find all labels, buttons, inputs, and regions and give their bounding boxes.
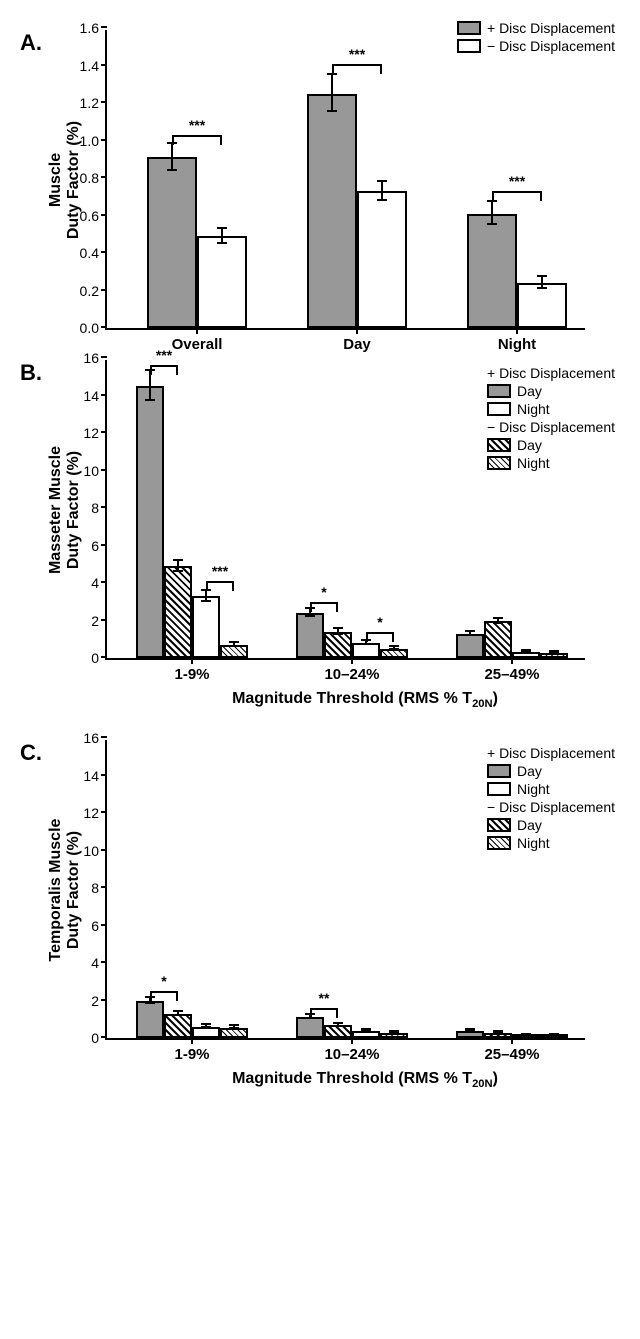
significance-label: *** <box>212 563 228 579</box>
bar <box>467 214 517 328</box>
panel-a: A. + Disc Displacement − Disc Displaceme… <box>15 30 625 330</box>
panel-b-ylabel: Masseter MuscleDuty Factor (%) <box>47 410 83 610</box>
bar <box>164 566 192 658</box>
panel-a-plot: 0.00.20.40.60.81.01.21.41.6Overall***Day… <box>105 30 585 330</box>
significance-label: * <box>321 584 326 600</box>
bar <box>296 1017 324 1039</box>
y-tick-label: 10 <box>83 463 107 479</box>
panel-c-chart: + Disc DisplacementDayNight− Disc Displa… <box>105 740 625 1040</box>
bar <box>192 596 220 658</box>
y-tick-label: 8 <box>91 880 107 896</box>
y-tick-label: 0.4 <box>80 245 107 261</box>
significance-label: ** <box>319 990 330 1006</box>
y-tick-label: 0.8 <box>80 170 107 186</box>
significance-label: *** <box>509 173 525 189</box>
bar <box>192 1027 220 1038</box>
significance-label: *** <box>189 117 205 133</box>
bar <box>136 1001 164 1039</box>
bar <box>324 1025 352 1038</box>
y-tick-label: 16 <box>83 350 107 366</box>
y-tick-label: 6 <box>91 538 107 554</box>
y-tick-label: 1.4 <box>80 58 107 74</box>
bar <box>357 191 407 328</box>
y-tick-label: 10 <box>83 843 107 859</box>
bar <box>352 643 380 658</box>
bar <box>296 613 324 658</box>
y-tick-label: 1.2 <box>80 95 107 111</box>
significance-label: *** <box>349 46 365 62</box>
panel-b-plot: 02468101214161-9%******10–24%**25–49% <box>105 360 585 660</box>
bar <box>352 1031 380 1039</box>
bar <box>456 1031 484 1039</box>
y-tick-label: 0.6 <box>80 208 107 224</box>
panel-b-xlabel: Magnitude Threshold (RMS % T20N) <box>105 690 625 710</box>
panel-c-label: C. <box>20 740 42 766</box>
panel-b-label: B. <box>20 360 42 386</box>
bar <box>307 94 357 328</box>
significance-label: * <box>161 973 166 989</box>
bar <box>136 386 164 658</box>
panel-a-label: A. <box>20 30 42 56</box>
y-tick-label: 4 <box>91 955 107 971</box>
y-tick-label: 1.0 <box>80 133 107 149</box>
y-tick-label: 2 <box>91 613 107 629</box>
panel-a-ylabel: MuscleDuty Factor (%) <box>47 80 83 280</box>
panel-b-chart: + Disc DisplacementDayNight− Disc Displa… <box>105 360 625 660</box>
bar <box>220 645 248 658</box>
y-tick-label: 4 <box>91 575 107 591</box>
y-tick-label: 14 <box>83 768 107 784</box>
bar <box>517 283 567 328</box>
bar <box>147 157 197 328</box>
bar <box>324 632 352 658</box>
y-tick-label: 0 <box>91 650 107 666</box>
y-tick-label: 6 <box>91 918 107 934</box>
y-tick-label: 12 <box>83 425 107 441</box>
y-tick-label: 0 <box>91 1030 107 1046</box>
significance-label: * <box>377 614 382 630</box>
y-tick-label: 8 <box>91 500 107 516</box>
figure-container: A. + Disc Displacement − Disc Displaceme… <box>0 0 640 1140</box>
bar <box>456 634 484 658</box>
bar <box>484 621 512 658</box>
y-tick-label: 16 <box>83 730 107 746</box>
y-tick-label: 2 <box>91 993 107 1009</box>
y-tick-label: 0.0 <box>80 320 107 336</box>
y-tick-label: 1.6 <box>80 20 107 36</box>
panel-c-plot: 02468101214161-9%*10–24%**25–49% <box>105 740 585 1040</box>
panel-c-xlabel: Magnitude Threshold (RMS % T20N) <box>105 1070 625 1090</box>
bar <box>197 236 247 328</box>
panel-b: B. + Disc DisplacementDayNight− Disc Dis… <box>15 360 625 710</box>
significance-label: *** <box>156 347 172 363</box>
bar <box>220 1028 248 1038</box>
panel-c-ylabel: Temporalis MuscleDuty Factor (%) <box>47 790 83 990</box>
y-tick-label: 14 <box>83 388 107 404</box>
panel-a-chart: + Disc Displacement − Disc Displacement … <box>105 30 625 330</box>
y-tick-label: 0.2 <box>80 283 107 299</box>
y-tick-label: 12 <box>83 805 107 821</box>
panel-c: C. + Disc DisplacementDayNight− Disc Dis… <box>15 740 625 1090</box>
bar <box>164 1014 192 1038</box>
